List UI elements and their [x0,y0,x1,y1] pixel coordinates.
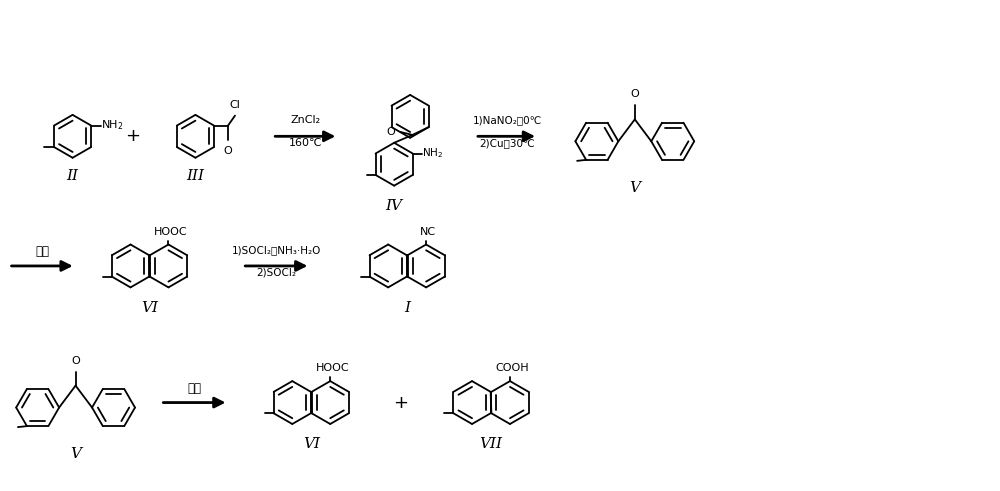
Text: O: O [224,145,232,156]
Text: IV: IV [386,199,403,213]
Text: VII: VII [480,437,503,451]
Text: II: II [67,169,79,183]
Text: 强碱: 强碱 [36,246,50,258]
Text: ZnCl₂: ZnCl₂ [290,115,320,125]
Text: I: I [404,301,410,315]
Text: 强碱: 强碱 [187,382,201,395]
Text: O: O [71,355,80,366]
Text: 2)SOCl₂: 2)SOCl₂ [256,268,296,278]
Text: NH$_2$: NH$_2$ [422,147,443,161]
Text: 1)NaNO₂，0℃: 1)NaNO₂，0℃ [472,115,542,125]
Text: COOH: COOH [495,363,529,373]
Text: 1)SOCl₂，NH₃·H₂O: 1)SOCl₂，NH₃·H₂O [232,245,321,255]
Text: +: + [393,394,408,411]
Text: VI: VI [141,301,158,315]
Text: HOOC: HOOC [315,363,349,373]
Text: Cl: Cl [230,100,240,109]
Text: NH$_2$: NH$_2$ [101,119,124,133]
Text: 2)Cu，30℃: 2)Cu，30℃ [479,138,535,148]
Text: O: O [630,89,639,99]
Text: +: + [125,127,140,145]
Text: O: O [387,127,395,137]
Text: NC: NC [420,226,436,237]
Text: V: V [629,181,640,195]
Text: 160℃: 160℃ [289,138,322,148]
Text: III: III [186,169,204,183]
Text: VI: VI [303,437,320,451]
Text: V: V [70,447,81,462]
Text: HOOC: HOOC [154,226,187,237]
